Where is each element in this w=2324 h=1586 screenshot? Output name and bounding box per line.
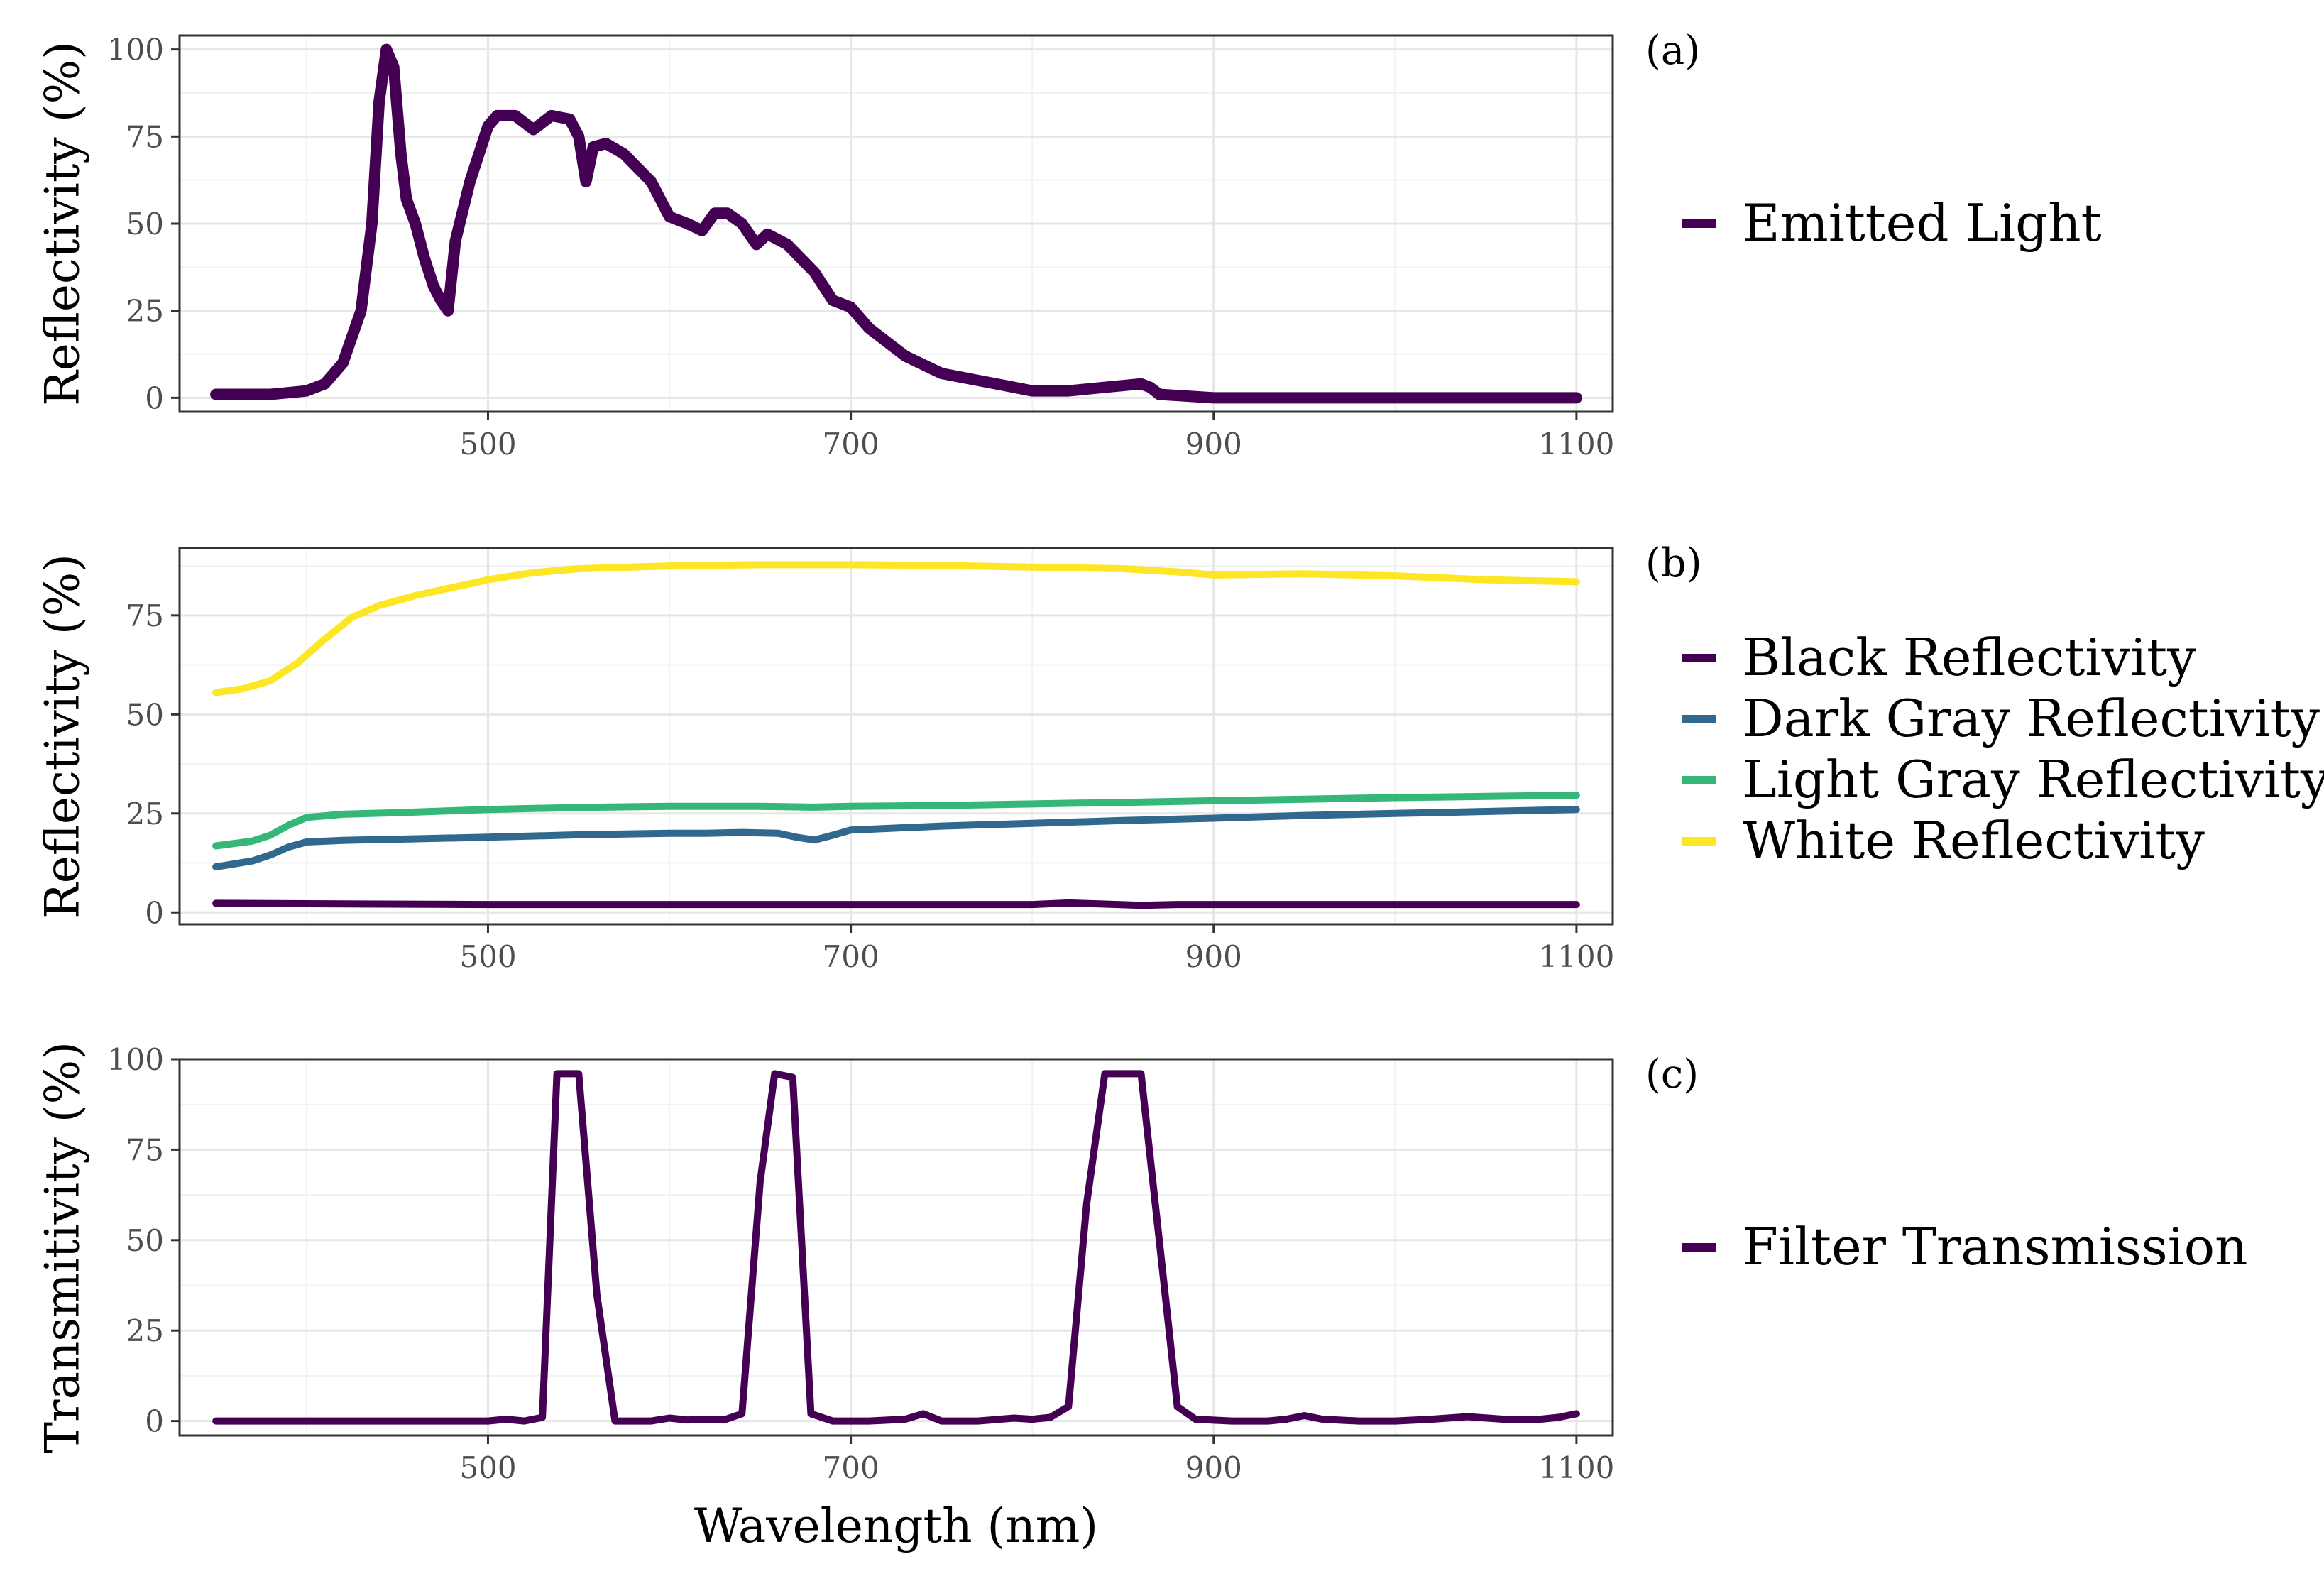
series-line — [212, 1070, 1580, 1425]
y-tick-label: 50 — [126, 207, 164, 241]
panel-tag-a: (a) — [1645, 28, 1700, 74]
panel-tag-b: (b) — [1645, 540, 1702, 586]
panel-c: 500 700 900 1100 0 25 50 75 100 Transmitivity (%… — [35, 1041, 2248, 1553]
legend-a: Emitted Light — [1682, 193, 2102, 253]
legend-label: Black Reflectivity — [1743, 628, 2196, 687]
x-tick-label: 700 — [823, 939, 879, 974]
x-tick-label: 900 — [1185, 427, 1242, 461]
panel-b: 500 700 900 1100 0 25 50 75 Reflectivity (%) (b… — [35, 540, 2324, 974]
legend-label: White Reflectivity — [1743, 811, 2205, 870]
x-tick-label: 1100 — [1538, 427, 1614, 461]
legend-label: Dark Gray Reflectivity — [1743, 689, 2320, 748]
x-tick-label: 1100 — [1538, 1450, 1614, 1485]
y-tick-label: 75 — [126, 119, 164, 154]
y-tick-label: 0 — [145, 381, 164, 415]
series-line — [212, 792, 1580, 850]
y-axis-title-c: Transmitivity (%) — [35, 1041, 90, 1453]
y-tick-label: 100 — [107, 33, 164, 67]
series-line — [212, 561, 1580, 696]
x-tick-label: 700 — [823, 1450, 879, 1485]
y-tick-label: 0 — [145, 895, 164, 930]
plot-border-b — [178, 547, 1614, 926]
x-tick-label: 500 — [459, 1450, 516, 1485]
series-line — [212, 806, 1580, 871]
y-axis-title-a: Reflectivity (%) — [35, 41, 90, 406]
panel-a: 500 700 900 1100 0 25 50 75 100 Reflectivity (%)… — [35, 28, 2102, 461]
x-tick-label: 700 — [823, 427, 879, 461]
y-axis-title-b: Reflectivity (%) — [35, 554, 90, 919]
y-tick-label: 25 — [126, 294, 164, 329]
legend-label: Light Gray Reflectivity — [1743, 750, 2324, 809]
legend-label: Filter Transmission — [1743, 1217, 2248, 1276]
y-tick-label: 25 — [126, 1313, 164, 1348]
x-tick-label: 500 — [459, 939, 516, 974]
y-tick-label: 50 — [126, 697, 164, 732]
plot-border-c — [178, 1058, 1614, 1437]
panel-tag-c: (c) — [1645, 1051, 1699, 1098]
y-tick-label: 100 — [107, 1042, 164, 1077]
y-tick-label: 50 — [126, 1223, 164, 1258]
x-axis-title: Wavelength (nm) — [694, 1499, 1098, 1553]
legend-label: Emitted Light — [1743, 193, 2102, 253]
y-tick-label: 75 — [126, 1132, 164, 1167]
series-line — [212, 899, 1580, 909]
legend-c: Filter Transmission — [1682, 1217, 2248, 1276]
x-tick-label: 500 — [459, 427, 516, 461]
x-tick-label: 900 — [1185, 1450, 1242, 1485]
y-tick-label: 75 — [126, 598, 164, 633]
y-tick-label: 0 — [145, 1404, 164, 1439]
x-tick-label: 1100 — [1538, 939, 1614, 974]
series-line — [210, 43, 1582, 404]
y-tick-label: 25 — [126, 797, 164, 831]
x-tick-label: 900 — [1185, 939, 1242, 974]
